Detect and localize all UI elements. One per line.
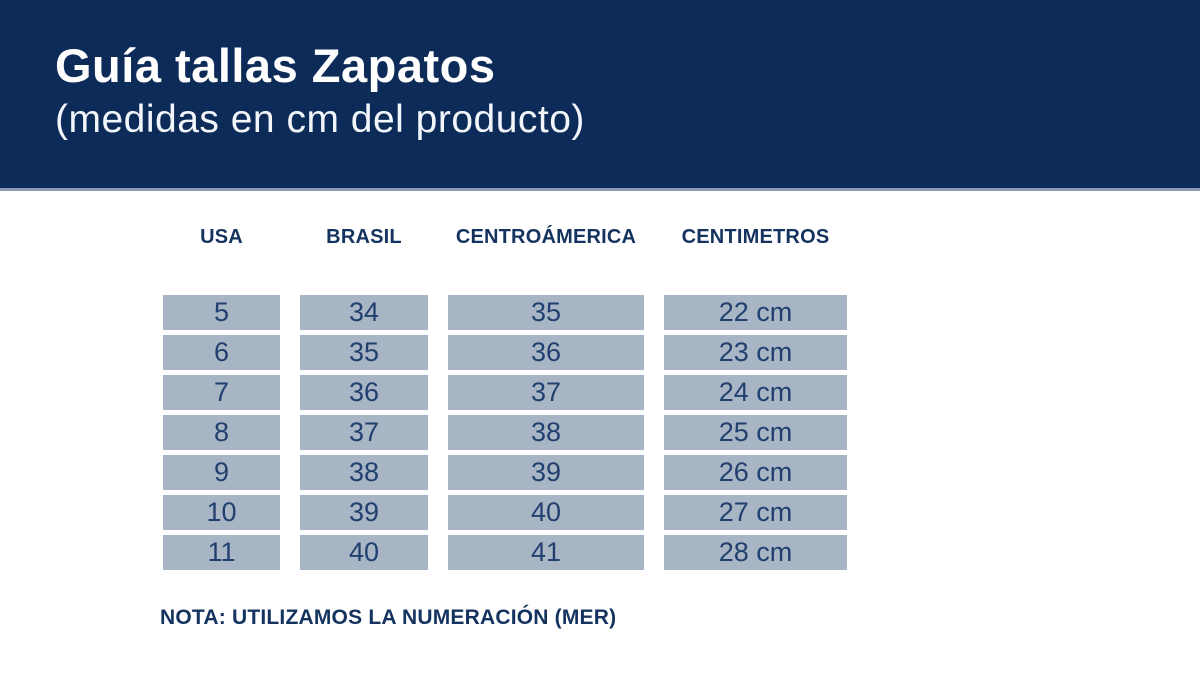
size-table-body: 5 34 35 22 cm 6 35 36 23 cm 7 36 37 24 c… (163, 295, 847, 570)
table-cell: 39 (300, 495, 428, 530)
table-cell: 36 (300, 375, 428, 410)
table-cell: 23 cm (664, 335, 847, 370)
table-cell: 36 (448, 335, 644, 370)
table-cell: 28 cm (664, 535, 847, 570)
table-cell: 37 (448, 375, 644, 410)
table-cell: 10 (163, 495, 280, 530)
table-cell: 9 (163, 455, 280, 490)
footer-note: NOTA: UTILIZAMOS LA NUMERACIÓN (MER) (160, 606, 617, 629)
column-header-usa: USA (200, 226, 243, 248)
table-cell: 34 (300, 295, 428, 330)
table-cell: 40 (300, 535, 428, 570)
table-cell: 38 (448, 415, 644, 450)
table-cell: 5 (163, 295, 280, 330)
table-cell: 22 cm (664, 295, 847, 330)
table-cell: 6 (163, 335, 280, 370)
table-cell: 8 (163, 415, 280, 450)
page-subtitle: (medidas en cm del producto) (55, 98, 585, 141)
table-cell: 26 cm (664, 455, 847, 490)
column-header-centroamerica: CENTROÁMERICA (455, 226, 637, 248)
table-cell: 39 (448, 455, 644, 490)
table-cell: 35 (448, 295, 644, 330)
table-cell: 41 (448, 535, 644, 570)
table-cell: 25 cm (664, 415, 847, 450)
table-cell: 38 (300, 455, 428, 490)
table-cell: 27 cm (664, 495, 847, 530)
table-cell: 7 (163, 375, 280, 410)
header-band: Guía tallas Zapatos (medidas en cm del p… (0, 0, 1200, 191)
table-cell: 40 (448, 495, 644, 530)
table-cell: 24 cm (664, 375, 847, 410)
column-header-brasil: BRASIL (326, 226, 402, 248)
table-cell: 35 (300, 335, 428, 370)
column-header-centimetros: CENTIMETROS (681, 226, 830, 248)
table-cell: 11 (163, 535, 280, 570)
table-cell: 37 (300, 415, 428, 450)
size-table-header-row: USA BRASIL CENTROÁMERICA CENTIMETROS (163, 226, 847, 249)
page-title: Guía tallas Zapatos (55, 39, 496, 92)
